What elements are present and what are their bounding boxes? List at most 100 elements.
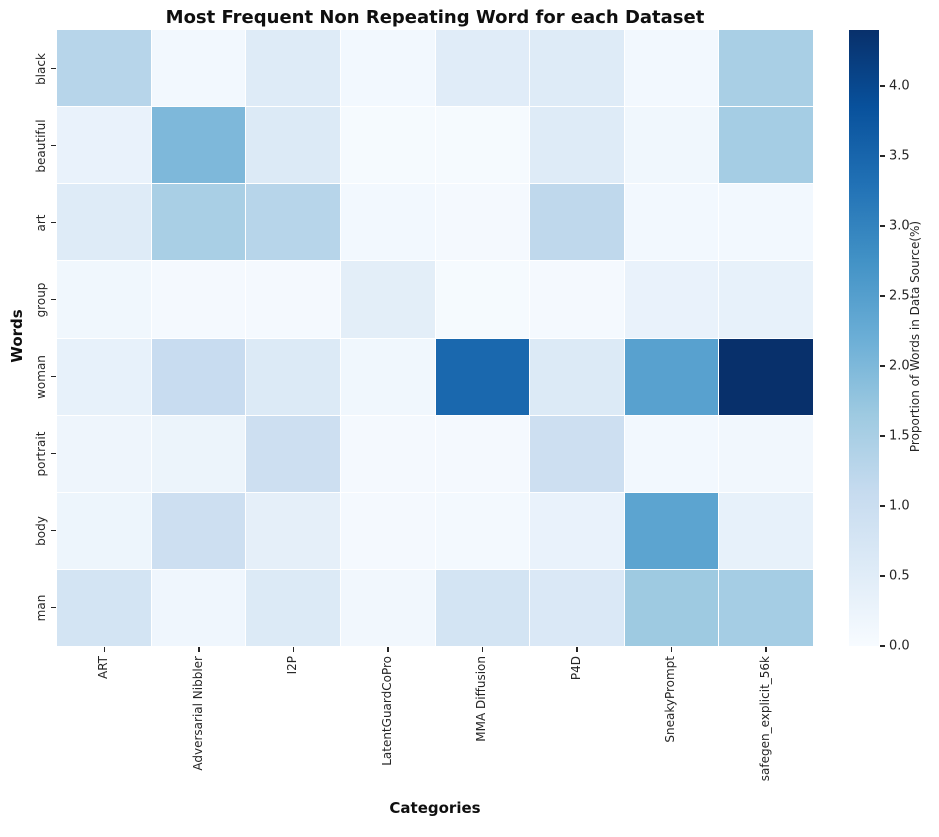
colorbar-tick-label-3.0: 3.0: [889, 218, 910, 234]
heatmap-cell-black-safegen_explicit_56k: [719, 30, 813, 107]
heatmap-cell-body-P4D: [530, 492, 624, 569]
heatmap-cell-black-I2P: [246, 30, 340, 107]
colorbar-tick-label-1.0: 1.0: [889, 498, 910, 514]
x-tick-label-MMA Diffusion: MMA Diffusion: [474, 656, 489, 742]
colorbar-tick-label-2.0: 2.0: [889, 358, 910, 374]
heatmap-cell-portrait-MMA Diffusion: [435, 415, 530, 492]
heatmap-cell-portrait-safegen_explicit_56k: [719, 415, 813, 492]
heatmap-cell-portrait-Adversarial Nibbler: [151, 415, 246, 492]
colorbar-tick-label-3.5: 3.5: [889, 148, 910, 164]
x-axis-title: Categories: [389, 799, 481, 817]
heatmap-cell-group-safegen_explicit_56k: [719, 261, 813, 338]
heatmap-cell-portrait-P4D: [530, 415, 624, 492]
y-tickmark-beautiful: [51, 144, 56, 147]
colorbar-tick-label-0.5: 0.5: [889, 568, 910, 584]
heatmap-cell-beautiful-safegen_explicit_56k: [719, 107, 813, 184]
heatmap-cell-black-MMA Diffusion: [435, 30, 530, 107]
heatmap-cell-man-ART: [57, 569, 151, 646]
heatmap-cell-man-SneakyPrompt: [624, 569, 719, 646]
heatmap-cell-man-P4D: [530, 569, 624, 646]
y-axis-title: Words: [8, 309, 26, 366]
heatmap-cell-man-Adversarial Nibbler: [151, 569, 246, 646]
colorbar-tick-label-1.5: 1.5: [889, 428, 910, 444]
colorbar-label-text: Proportion of Words in Data Source(%): [908, 220, 922, 453]
y-tick-label-art: art: [34, 214, 48, 231]
heatmap-cell-portrait-SneakyPrompt: [624, 415, 719, 492]
colorbar-tickmark-2.5: [880, 295, 885, 297]
heatmap-cell-group-Adversarial Nibbler: [151, 261, 246, 338]
heatmap-cell-man-LatentGuardCoPro: [340, 569, 435, 646]
heatmap-cell-black-Adversarial Nibbler: [151, 30, 246, 107]
y-tickmark-woman: [51, 375, 56, 378]
chart-title: Most Frequent Non Repeating Word for eac…: [165, 7, 705, 28]
x-tick-label-Adversarial Nibbler: Adversarial Nibbler: [190, 656, 205, 771]
colorbar-tick-label-2.5: 2.5: [889, 288, 910, 304]
heatmap-cell-beautiful-P4D: [530, 107, 624, 184]
heatmap-cell-black-P4D: [530, 30, 624, 107]
y-tickmark-portrait: [51, 452, 56, 455]
heatmap-cell-group-SneakyPrompt: [624, 261, 719, 338]
y-tickmark-black: [51, 67, 56, 70]
heatmap-cell-body-ART: [57, 492, 151, 569]
heatmap-cell-woman-ART: [57, 338, 151, 415]
heatmap-cell-group-MMA Diffusion: [435, 261, 530, 338]
heatmap-cell-body-I2P: [246, 492, 340, 569]
heatmap-cell-woman-Adversarial Nibbler: [151, 338, 246, 415]
colorbar-tickmark-0.0: [880, 645, 885, 647]
x-tick-label-SneakyPrompt: SneakyPrompt: [663, 656, 678, 743]
colorbar-tickmark-0.5: [880, 575, 885, 577]
y-tickmark-man: [51, 606, 56, 609]
colorbar-tickmark-1.0: [880, 505, 885, 507]
y-tickmark-group: [51, 298, 56, 301]
heatmap-cell-man-MMA Diffusion: [435, 569, 530, 646]
heatmap-cell-group-I2P: [246, 261, 340, 338]
heatmap-cell-art-P4D: [530, 184, 624, 261]
y-tickmark-art: [51, 221, 56, 224]
heatmap-cell-group-LatentGuardCoPro: [340, 261, 435, 338]
heatmap-cell-beautiful-I2P: [246, 107, 340, 184]
colorbar-tickmark-1.5: [880, 435, 885, 437]
x-tick-label-P4D: P4D: [568, 656, 583, 681]
heatmap-cell-body-LatentGuardCoPro: [340, 492, 435, 569]
colorbar-tickmark-3.0: [880, 225, 885, 227]
heatmap-cell-beautiful-SneakyPrompt: [624, 107, 719, 184]
heatmap-cell-woman-I2P: [246, 338, 340, 415]
heatmap-cell-woman-MMA Diffusion: [435, 338, 530, 415]
heatmap-cell-portrait-ART: [57, 415, 151, 492]
heatmap-cell-man-safegen_explicit_56k: [719, 569, 813, 646]
colorbar-tick-label-0.0: 0.0: [889, 638, 910, 654]
heatmap-cell-body-SneakyPrompt: [624, 492, 719, 569]
colorbar-tickmark-3.5: [880, 155, 885, 157]
heatmap-cell-art-ART: [57, 184, 151, 261]
colorbar-tickmark-2.0: [880, 365, 885, 367]
x-tickmark-Adversarial Nibbler: [198, 647, 200, 652]
heatmap-cell-black-LatentGuardCoPro: [340, 30, 435, 107]
x-tickmark-MMA Diffusion: [481, 647, 483, 652]
x-tickmark-SneakyPrompt: [670, 647, 672, 652]
y-tick-label-man: man: [34, 594, 48, 621]
y-axis-title-text: Words: [8, 309, 26, 363]
colorbar-tick-label-4.0: 4.0: [889, 78, 910, 94]
y-tick-label-beautiful: beautiful: [34, 118, 48, 173]
heatmap-cell-body-Adversarial Nibbler: [151, 492, 246, 569]
x-tickmark-P4D: [576, 647, 578, 652]
x-tick-label-I2P: I2P: [285, 656, 300, 675]
x-tickmark-ART: [103, 647, 105, 652]
heatmap-cell-art-safegen_explicit_56k: [719, 184, 813, 261]
heatmap-cell-body-MMA Diffusion: [435, 492, 530, 569]
heatmap-cell-art-I2P: [246, 184, 340, 261]
y-tickmark-body: [51, 529, 56, 532]
heatmap-grid: [57, 30, 813, 646]
heatmap-cell-black-ART: [57, 30, 151, 107]
heatmap-cell-portrait-LatentGuardCoPro: [340, 415, 435, 492]
heatmap-cell-woman-SneakyPrompt: [624, 338, 719, 415]
heatmap-cell-woman-LatentGuardCoPro: [340, 338, 435, 415]
x-tickmark-LatentGuardCoPro: [387, 647, 389, 652]
x-tickmark-safegen_explicit_56k: [765, 647, 767, 652]
heatmap-cell-man-I2P: [246, 569, 340, 646]
heatmap-cell-art-MMA Diffusion: [435, 184, 530, 261]
heatmap-cell-group-P4D: [530, 261, 624, 338]
heatmap-cell-woman-safegen_explicit_56k: [719, 338, 813, 415]
heatmap-cell-group-ART: [57, 261, 151, 338]
